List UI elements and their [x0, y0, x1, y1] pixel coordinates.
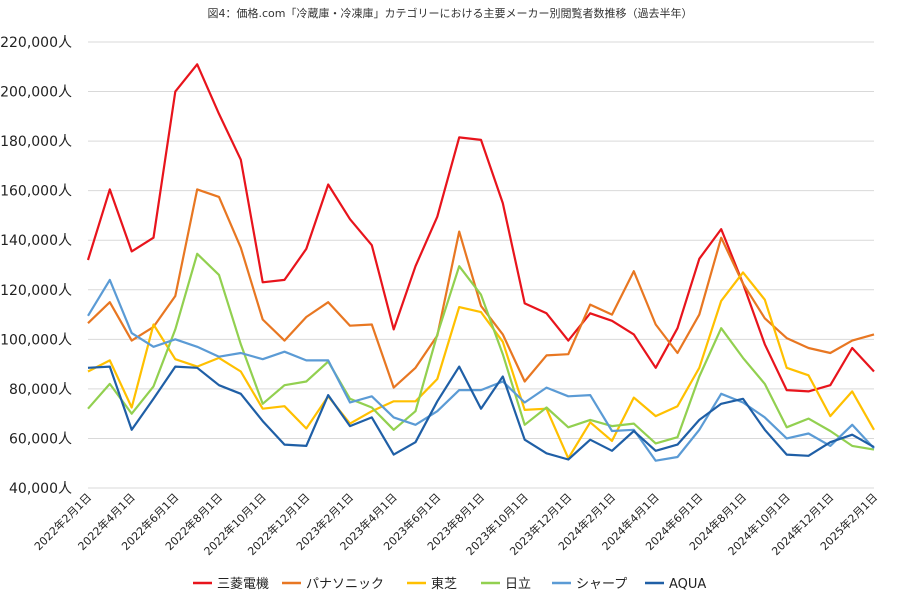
- y-tick-label: 100,000人: [0, 332, 72, 348]
- x-axis: 2022年2月1日2022年4月1日2022年6月1日2022年8月1日2022…: [31, 490, 880, 558]
- y-tick-label: 200,000人: [0, 85, 72, 101]
- y-tick-label: 140,000人: [0, 233, 72, 249]
- series-line: [87, 252, 875, 451]
- y-tick-label: 80,000人: [9, 382, 72, 398]
- series-line: [87, 365, 875, 461]
- series-line: [86, 63, 875, 393]
- y-tick-label: 120,000人: [0, 283, 72, 299]
- legend-label: 三菱電機: [217, 577, 269, 592]
- legend-label: パナソニック: [306, 577, 384, 592]
- series-line: [87, 278, 875, 462]
- y-tick-label: 180,000人: [0, 134, 72, 150]
- y-tick-label: 60,000人: [9, 431, 72, 447]
- y-tick-label: 220,000人: [0, 35, 72, 51]
- series-lines: [86, 63, 875, 462]
- legend-label: シャープ: [576, 577, 627, 592]
- legend-label: 東芝: [431, 576, 457, 592]
- chart-title: 図4：価格.com「冷蔵庫・冷凍庫」カテゴリーにおける主要メーカー別閲覧者数推移…: [208, 6, 693, 20]
- legend-label: 日立: [505, 577, 531, 592]
- legend-label: AQUA: [669, 577, 706, 592]
- y-tick-label: 160,000人: [0, 184, 72, 200]
- series-line: [87, 271, 875, 460]
- y-tick-label: 40,000人: [9, 481, 72, 497]
- grid-lines: [88, 41, 874, 489]
- legend: 三菱電機 パナソニック 東芝 日立 シャープ AQUA: [193, 576, 706, 592]
- series-line: [87, 188, 875, 389]
- y-axis: 40,000人 60,000人 80,000人 100,000人 120,000人 140…: [0, 35, 72, 497]
